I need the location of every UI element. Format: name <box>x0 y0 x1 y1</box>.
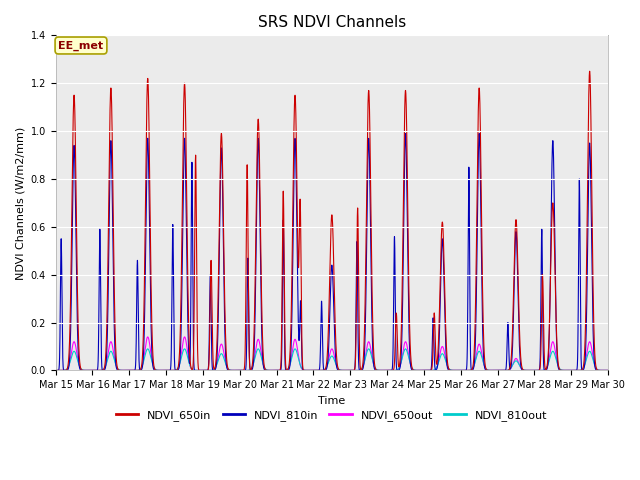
Y-axis label: NDVI Channels (W/m2/mm): NDVI Channels (W/m2/mm) <box>15 126 25 279</box>
NDVI_650in <box>397 328 405 334</box>
NDVI_650in <box>52 368 60 373</box>
NDVI_650in <box>586 68 593 74</box>
NDVI_650in <box>575 368 582 373</box>
Title: SRS NDVI Channels: SRS NDVI Channels <box>258 15 406 30</box>
NDVI_810out <box>397 359 405 364</box>
NDVI_650in <box>553 342 561 348</box>
NDVI_810out <box>575 368 582 373</box>
NDVI_810in <box>553 352 561 358</box>
NDVI_650out <box>575 368 582 373</box>
NDVI_810in <box>118 368 125 373</box>
NDVI_810out <box>604 368 612 373</box>
NDVI_810out <box>550 351 558 357</box>
NDVI_650in <box>118 368 125 373</box>
Line: NDVI_650in: NDVI_650in <box>56 71 608 371</box>
NDVI_650in <box>604 368 612 373</box>
NDVI_650in <box>550 240 558 246</box>
NDVI_650out <box>144 334 152 340</box>
NDVI_650out <box>550 344 558 349</box>
Line: NDVI_810out: NDVI_810out <box>56 349 608 371</box>
NDVI_650out <box>264 367 271 373</box>
Legend: NDVI_650in, NDVI_810in, NDVI_650out, NDVI_810out: NDVI_650in, NDVI_810in, NDVI_650out, NDV… <box>111 406 552 425</box>
NDVI_810in <box>264 368 271 373</box>
NDVI_810out <box>52 368 60 373</box>
NDVI_810out <box>118 368 125 373</box>
NDVI_650out <box>52 368 60 373</box>
NDVI_650out <box>397 358 405 364</box>
NDVI_650out <box>118 368 125 373</box>
Line: NDVI_810in: NDVI_810in <box>56 133 608 371</box>
Text: EE_met: EE_met <box>58 40 104 50</box>
NDVI_810out <box>264 367 271 373</box>
NDVI_810in <box>604 368 612 373</box>
NDVI_810in <box>575 215 582 221</box>
NDVI_650out <box>604 368 612 373</box>
NDVI_810in <box>52 368 60 373</box>
NDVI_650in <box>264 368 271 373</box>
Line: NDVI_650out: NDVI_650out <box>56 337 608 371</box>
NDVI_810in <box>476 131 483 136</box>
NDVI_810in <box>397 350 405 356</box>
NDVI_650out <box>553 359 561 365</box>
NDVI_810out <box>144 346 152 352</box>
X-axis label: Time: Time <box>318 396 346 406</box>
NDVI_810in <box>550 218 558 224</box>
NDVI_810out <box>553 360 561 366</box>
